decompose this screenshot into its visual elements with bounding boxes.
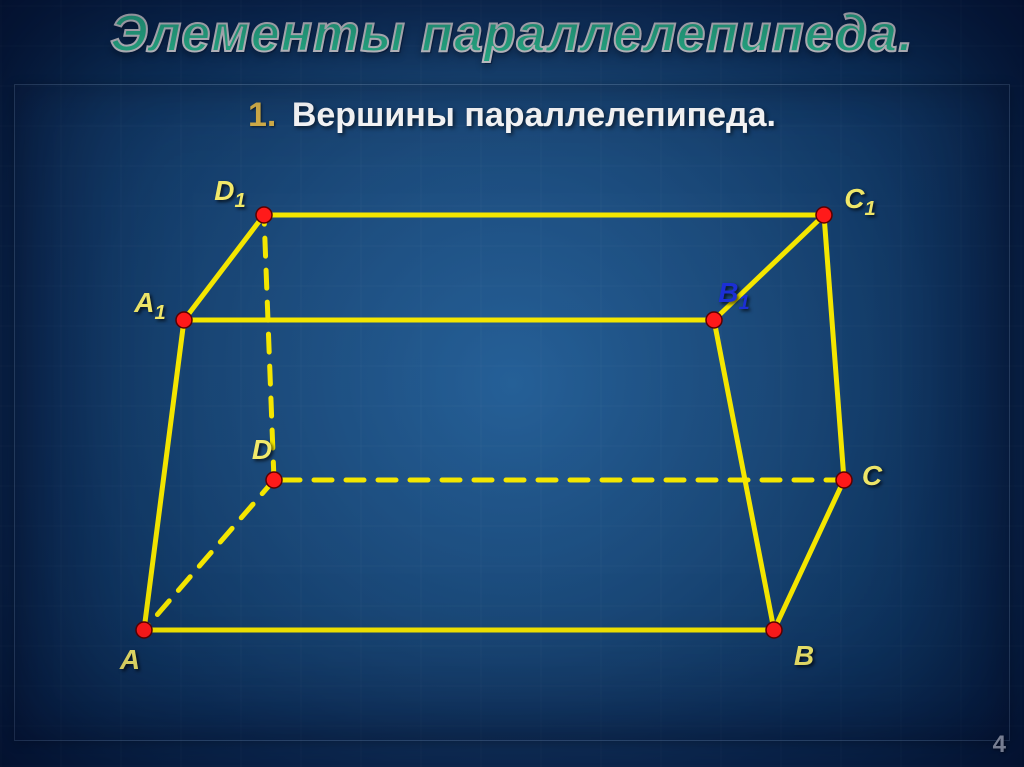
edge-D-A: [144, 480, 274, 630]
edge-D1-A1: [184, 215, 264, 320]
vertex-label-A: A: [120, 644, 140, 676]
subtitle-number: 1.: [248, 96, 276, 134]
parallelepiped-diagram: [14, 150, 1010, 741]
vertex-label-B: B: [794, 640, 814, 672]
vertex-label-D1: D1: [214, 175, 245, 213]
vertex-label-B1: B1: [718, 277, 749, 315]
vertex-D: [266, 472, 282, 488]
vertex-label-C: C: [862, 460, 882, 492]
subtitle-text: Вершины параллелепипеда.: [292, 96, 776, 134]
edge-B-C: [774, 480, 844, 630]
vertex-C: [836, 472, 852, 488]
vertex-B: [766, 622, 782, 638]
vertex-C1: [816, 207, 832, 223]
edge-C-C1: [824, 215, 844, 480]
page-title: Элементы параллелепипеда.: [0, 4, 1024, 64]
diagram-stage: A B C D A1 B1 C1 D1: [14, 150, 1010, 741]
subtitle: 1. Вершины параллелепипеда.: [0, 96, 1024, 135]
edge-A-A1: [144, 320, 184, 630]
vertex-label-D: D: [252, 434, 272, 466]
vertex-D1: [256, 207, 272, 223]
edge-B-B1: [714, 320, 774, 630]
vertex-A1: [176, 312, 192, 328]
vertex-label-C1: C1: [844, 183, 875, 221]
page-number: 4: [993, 731, 1006, 759]
vertex-label-A1: A1: [134, 287, 165, 325]
vertex-A: [136, 622, 152, 638]
